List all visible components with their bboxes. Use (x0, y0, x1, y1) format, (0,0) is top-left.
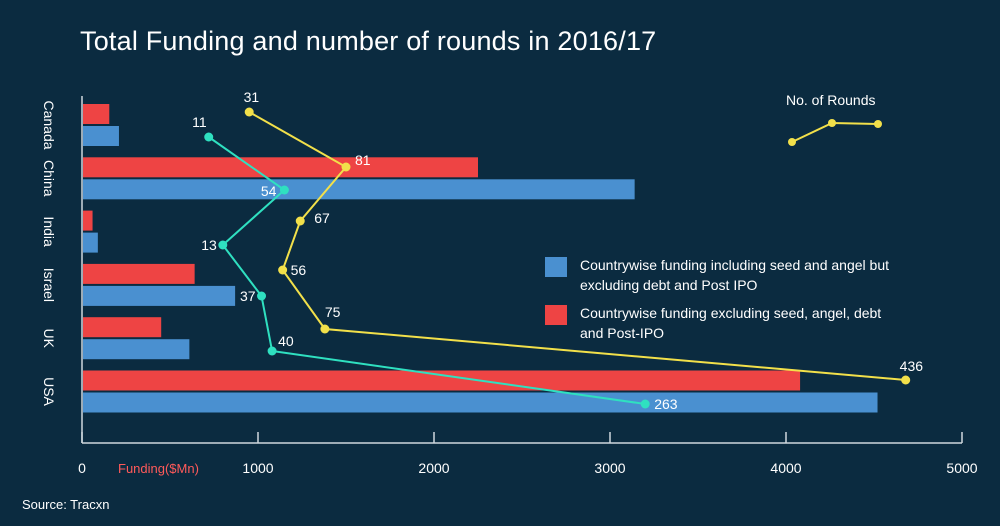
bar-incl-israel (83, 285, 236, 306)
rounds-legend-line (791, 121, 879, 143)
rounds-legend-point (788, 138, 796, 146)
rounds-yellow-point-israel (278, 265, 288, 275)
bar-incl-india (83, 232, 98, 253)
x-tick-label: 0 (78, 460, 86, 476)
rounds-teal-point-uk (267, 346, 277, 356)
rounds-yellow-point-india (295, 216, 305, 226)
rounds-teal-label-usa: 263 (654, 396, 678, 412)
bar-excl-uk (83, 317, 162, 338)
legend-swatch-red (545, 305, 567, 325)
bar-excl-canada (83, 104, 110, 124)
rounds-teal-label-uk: 40 (278, 333, 294, 349)
rounds-teal-label-india: 13 (201, 237, 217, 253)
axes: 0 1000 2000 3000 4000 5000 Funding($Mn) Canada C… (41, 96, 978, 476)
rounds-teal-point-india (218, 240, 228, 250)
rounds-legend-point (874, 120, 882, 128)
bar-incl-uk (83, 339, 190, 360)
rounds-teal-point-canada (204, 132, 214, 142)
rounds-teal-label-canada: 11 (192, 114, 207, 130)
rounds-yellow-label-uk: 75 (325, 304, 341, 320)
lines-layer: 31 81 67 56 75 436 11 54 13 37 40 263 (192, 89, 923, 412)
bar-excl-india (83, 210, 93, 231)
category-label-china: China (41, 160, 57, 197)
chart-title: Total Funding and number of rounds in 20… (80, 26, 657, 56)
legend-label-red: Countrywise funding excluding seed, ange… (580, 305, 882, 341)
category-label-canada: Canada (41, 100, 57, 149)
category-label-india: India (41, 216, 57, 247)
source-note: Source: Tracxn (22, 497, 110, 512)
legend-label-blue: Countrywise funding including seed and a… (580, 257, 889, 293)
rounds-yellow-label-israel: 56 (291, 262, 307, 278)
rounds-teal-point-usa (640, 399, 650, 409)
rounds-teal-line (208, 136, 646, 405)
bar-incl-canada (83, 126, 119, 146)
legend-swatch-blue (545, 257, 567, 277)
bar-excl-usa (83, 370, 801, 391)
rounds-teal-label-china: 54 (261, 183, 277, 199)
rounds-teal-point-china (279, 185, 289, 195)
bar-excl-israel (83, 263, 195, 284)
rounds-yellow-label-china: 81 (355, 152, 371, 168)
x-tick-label: 1000 (242, 460, 273, 476)
category-label-uk: UK (41, 328, 57, 348)
bar-excl-china (83, 157, 478, 178)
x-tick-label: 3000 (594, 460, 625, 476)
rounds-yellow-label-usa: 436 (900, 358, 924, 374)
rounds-legend-title: No. of Rounds (786, 92, 876, 108)
rounds-legend-point (828, 119, 836, 127)
rounds-yellow-line (248, 111, 906, 381)
bar-incl-china (83, 179, 635, 200)
category-label-israel: Israel (41, 268, 57, 302)
bars-layer (83, 104, 878, 413)
x-tick-label: 2000 (418, 460, 449, 476)
rounds-yellow-label-india: 67 (314, 210, 330, 226)
x-axis-title: Funding($Mn) (118, 461, 199, 476)
rounds-teal-point-israel (257, 291, 267, 301)
rounds-yellow-point-china (341, 162, 351, 172)
rounds-teal-label-israel: 37 (240, 288, 256, 304)
rounds-yellow-point-uk (320, 324, 330, 334)
rounds-legend-sparkline (788, 119, 882, 146)
x-tick-label: 5000 (946, 460, 977, 476)
rounds-yellow-point-usa (901, 375, 911, 385)
x-tick-label: 4000 (770, 460, 801, 476)
rounds-yellow-label-canada: 31 (244, 89, 260, 105)
category-label-usa: USA (41, 377, 57, 406)
bar-incl-usa (83, 392, 878, 413)
rounds-yellow-point-canada (244, 107, 254, 117)
